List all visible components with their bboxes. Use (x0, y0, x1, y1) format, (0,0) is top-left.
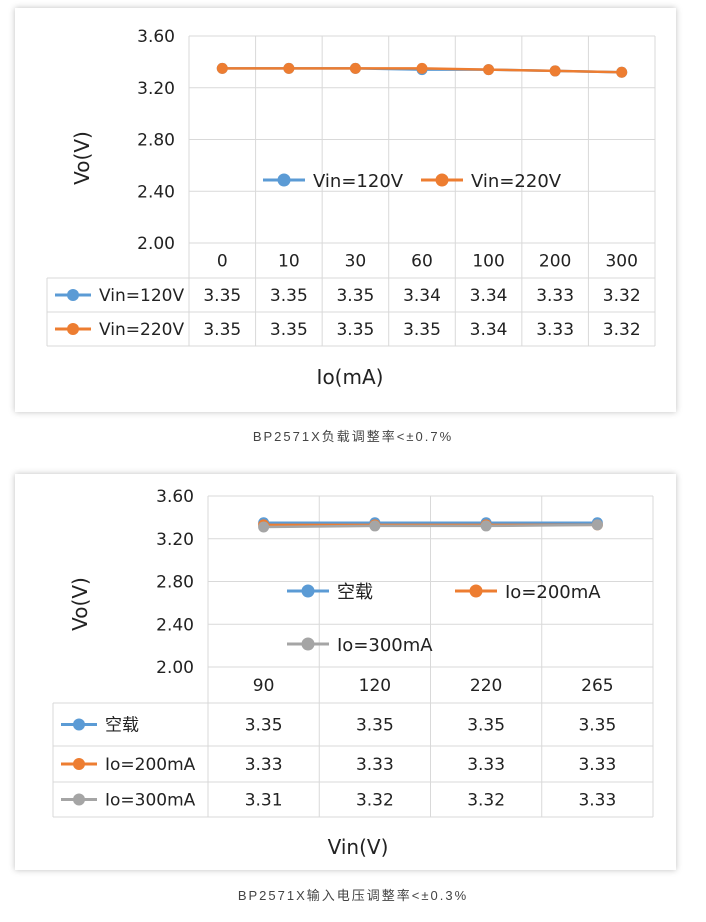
data-point (349, 62, 361, 74)
legend-label: Vin=220V (471, 171, 562, 192)
table-legend-key-marker (73, 793, 85, 806)
data-label: 3.33 (578, 791, 616, 811)
x-axis-title: Io(mA) (317, 365, 384, 389)
data-label: 3.31 (245, 791, 283, 811)
data-point (369, 520, 381, 532)
data-label: 3.35 (336, 286, 374, 306)
legend-label: Io=200mA (505, 582, 601, 603)
table-series-name: Io=300mA (105, 791, 196, 811)
table-legend-key-marker (67, 323, 79, 335)
data-label: 3.32 (467, 791, 505, 811)
x-category-label: 30 (345, 252, 367, 272)
x-category-label: 120 (359, 676, 391, 696)
x-category-label: 265 (581, 676, 613, 696)
data-point (591, 519, 603, 531)
line-regulation-chart: 3.60 3.20 2.80 2.40 2.00 90 120 220 265 空载 3.35 3.3… (52, 487, 654, 859)
y-tick-label: 2.00 (156, 658, 194, 678)
data-label: 3.35 (467, 716, 505, 736)
data-point (616, 66, 628, 78)
line-regulation-caption: BP2571X输入电压调整率<±0.3% (237, 888, 469, 903)
x-category-label: 200 (539, 252, 571, 272)
y-tick-label: 2.40 (156, 615, 194, 635)
x-category-label: 10 (278, 252, 300, 272)
data-label: 3.35 (403, 320, 441, 340)
legend-key-marker (435, 173, 449, 187)
data-point (483, 64, 495, 76)
x-category-label: 0 (217, 252, 228, 272)
line-regulation-chart-card: 3.60 3.20 2.80 2.40 2.00 90 120 220 265 空载 3.35 3.3… (15, 474, 676, 870)
y-axis-title: Vo(V) (70, 131, 94, 185)
x-category-label: 220 (470, 676, 502, 696)
y-tick-label: 2.40 (137, 182, 175, 202)
data-label: 3.35 (578, 716, 616, 736)
y-tick-label: 3.60 (137, 27, 175, 47)
data-label: 3.33 (467, 755, 505, 775)
data-label: 3.35 (356, 716, 394, 736)
table-series-name: Vin=120V (99, 286, 184, 306)
x-category-label: 60 (411, 252, 433, 272)
legend-key-marker (301, 584, 315, 598)
table-legend-key-marker (73, 758, 85, 770)
data-label: 3.33 (536, 286, 574, 306)
x-axis-title: Vin(V) (328, 835, 389, 859)
x-category-label: 90 (253, 676, 275, 696)
y-axis-title: Vo(V) (68, 577, 92, 631)
series-line (263, 523, 598, 529)
table-legend-key-marker (73, 718, 85, 731)
data-point (283, 62, 295, 74)
data-label: 3.35 (245, 716, 283, 736)
data-label: 3.35 (336, 320, 374, 340)
data-point (258, 521, 270, 533)
data-label: 3.32 (356, 791, 394, 811)
y-tick-label: 3.20 (137, 79, 175, 99)
legend-label: 空载 (337, 582, 373, 603)
data-point (416, 62, 428, 74)
data-label: 3.33 (536, 320, 574, 340)
data-point (216, 62, 228, 74)
load-regulation-caption: BP2571X负载调整率<±0.7% (252, 429, 454, 444)
data-label: 3.33 (245, 755, 283, 775)
x-category-label: 100 (472, 252, 504, 272)
table-series-name: Io=200mA (105, 755, 196, 775)
data-label: 3.32 (603, 320, 641, 340)
load-regulation-chart-card: 3.60 3.20 2.80 2.40 2.00 0 10 30 60 100 200 300 Vin=… (15, 8, 676, 412)
data-label: 3.33 (578, 755, 616, 775)
x-category-label: 300 (605, 252, 637, 272)
data-label: 3.32 (603, 286, 641, 306)
table-legend-key-marker (67, 289, 79, 301)
data-label: 3.35 (203, 320, 241, 340)
y-tick-label: 2.00 (137, 234, 175, 254)
data-label: 3.35 (270, 286, 308, 306)
data-label: 3.34 (403, 286, 441, 306)
data-label: 3.35 (203, 286, 241, 306)
y-tick-label: 3.20 (156, 530, 194, 550)
data-label: 3.35 (270, 320, 308, 340)
legend-key-marker (469, 584, 483, 598)
load-regulation-chart: 3.60 3.20 2.80 2.40 2.00 0 10 30 60 100 200 300 Vin=… (46, 27, 656, 389)
data-label: 3.34 (470, 286, 508, 306)
y-tick-label: 2.80 (137, 131, 175, 151)
legend-label: Vin=120V (313, 171, 404, 192)
legend-label: Io=300mA (337, 635, 433, 656)
legend-key-marker (301, 637, 315, 651)
table-series-name: Vin=220V (99, 320, 184, 340)
data-label: 3.34 (470, 320, 508, 340)
y-tick-label: 3.60 (156, 487, 194, 507)
data-point (549, 65, 561, 77)
legend-key-marker (277, 173, 291, 187)
data-label: 3.33 (356, 755, 394, 775)
y-tick-label: 2.80 (156, 573, 194, 593)
table-series-name: 空载 (105, 716, 139, 736)
data-point (480, 520, 492, 532)
